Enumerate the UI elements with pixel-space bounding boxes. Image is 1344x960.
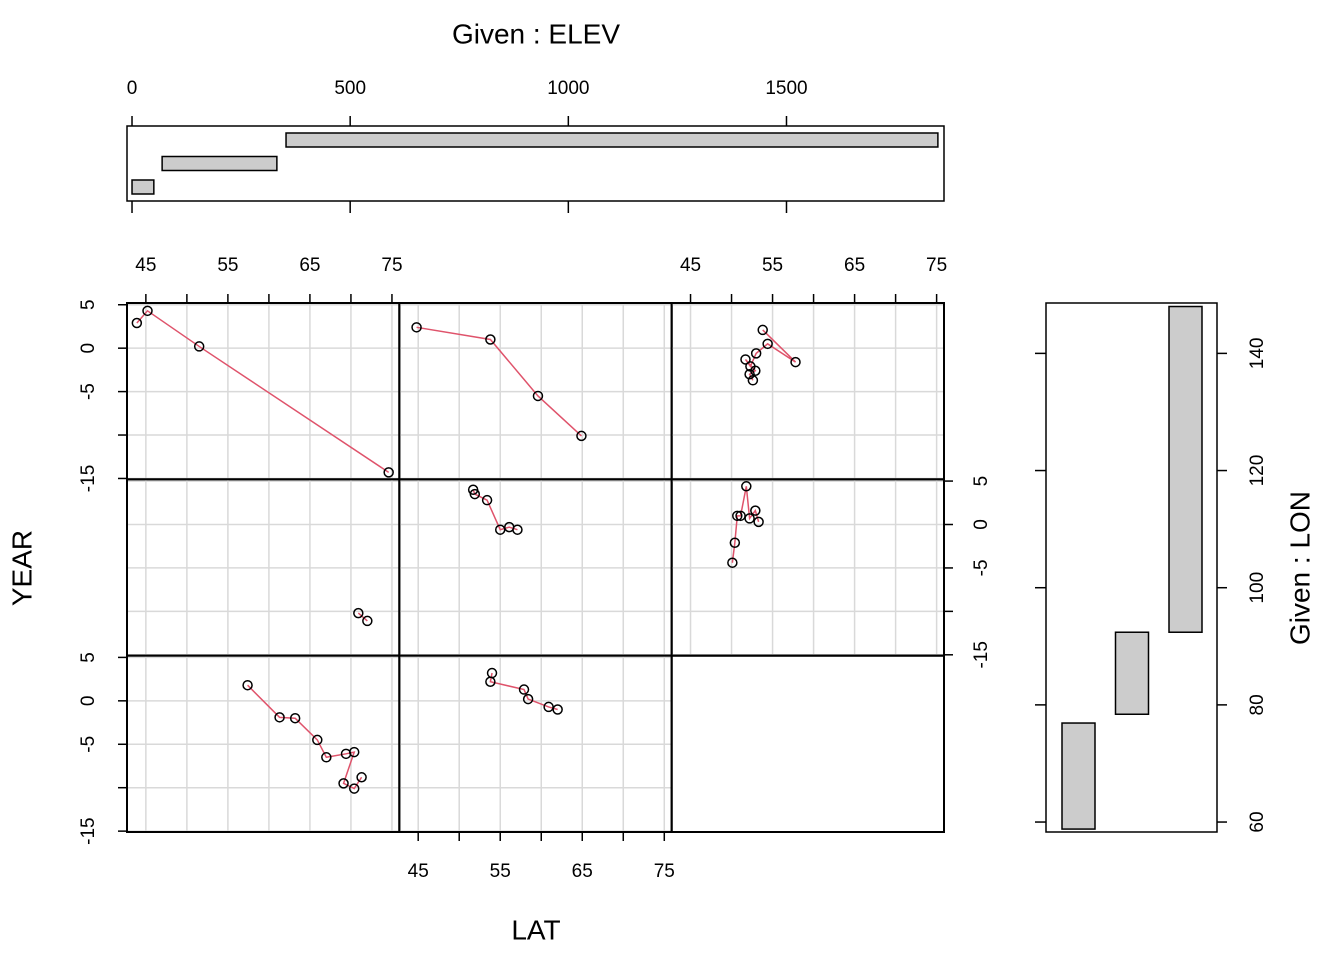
point: [356, 772, 367, 783]
line: [136, 309, 390, 474]
y-tick-label: 5: [78, 652, 99, 663]
point: [142, 305, 153, 317]
y-tick-label: -15: [78, 817, 99, 844]
given-panel-border: [1045, 302, 1218, 833]
y-tick-label: 60: [1247, 811, 1268, 832]
point: [762, 338, 773, 350]
point: [512, 524, 523, 535]
point: [485, 676, 496, 687]
point: [740, 354, 751, 365]
y-tick-label: -15: [971, 641, 992, 668]
y-tick-label: 5: [971, 476, 992, 487]
y-tick-label: -5: [78, 736, 99, 753]
point: [289, 712, 301, 724]
y-tick-label: 140: [1247, 338, 1268, 370]
line: [357, 612, 368, 622]
point: [362, 615, 373, 627]
line: [744, 329, 797, 381]
point: [383, 467, 394, 478]
given-x-label: Given : ELEV: [452, 18, 620, 49]
point: [750, 505, 761, 516]
point: [729, 537, 741, 548]
point: [242, 679, 253, 691]
point: [552, 704, 563, 715]
point: [741, 481, 752, 492]
x-tick-label: 1500: [765, 78, 807, 99]
y-tick-label: 120: [1247, 455, 1268, 487]
point: [485, 334, 496, 345]
point: [790, 356, 801, 368]
x-tick-label: 65: [572, 861, 593, 882]
y-tick-label: -5: [971, 559, 992, 576]
point: [747, 375, 759, 386]
point: [131, 317, 143, 329]
x-tick-label: 45: [408, 861, 429, 882]
point: [348, 746, 360, 758]
given-bar: [1061, 722, 1096, 830]
panel-border: [670, 654, 946, 834]
given-bar: [131, 179, 155, 195]
point: [321, 752, 332, 763]
x-tick-label: 75: [926, 255, 947, 276]
x-tick-label: 1000: [547, 78, 589, 99]
point: [732, 510, 743, 522]
x-tick-label: 75: [654, 861, 675, 882]
point: [481, 494, 493, 506]
point: [353, 607, 364, 619]
y-tick-label: 0: [971, 519, 992, 530]
point: [750, 348, 762, 359]
point: [744, 368, 755, 380]
line: [416, 326, 582, 437]
x-label: LAT: [511, 914, 560, 945]
given-bar: [1168, 305, 1203, 633]
y-tick-label: 80: [1247, 694, 1268, 715]
point: [744, 513, 755, 524]
x-tick-label: 55: [490, 861, 511, 882]
given-bar: [161, 155, 278, 172]
point: [757, 324, 768, 336]
y-tick-label: 0: [78, 343, 99, 354]
point: [193, 341, 205, 352]
point: [753, 516, 764, 528]
line: [472, 489, 518, 531]
given-bar: [1114, 631, 1150, 715]
x-tick-label: 65: [844, 255, 865, 276]
x-tick-label: 75: [381, 255, 402, 276]
y-tick-label: 5: [78, 299, 99, 310]
point: [411, 322, 422, 333]
given-y-label: Given : LON: [1284, 491, 1315, 645]
given-panel-border: [126, 125, 945, 202]
x-tick-label: 45: [680, 255, 701, 276]
point: [727, 557, 738, 568]
y-label: YEAR: [6, 530, 37, 606]
point: [576, 430, 587, 442]
point: [312, 734, 323, 746]
line: [247, 684, 363, 790]
x-tick-label: 55: [762, 255, 783, 276]
x-tick-label: 45: [135, 255, 156, 276]
point: [750, 365, 761, 377]
point: [469, 488, 481, 500]
x-tick-label: 55: [217, 255, 238, 276]
x-tick-label: 500: [334, 78, 366, 99]
point: [348, 783, 360, 794]
x-tick-label: 0: [127, 78, 138, 99]
y-tick-label: -5: [78, 383, 99, 400]
point: [274, 712, 285, 723]
y-tick-label: 100: [1247, 572, 1268, 604]
point: [532, 390, 544, 402]
y-tick-label: -15: [78, 465, 99, 492]
y-tick-label: 0: [78, 696, 99, 707]
given-bar: [285, 132, 939, 148]
point: [338, 778, 349, 789]
point: [522, 693, 534, 705]
point: [518, 684, 530, 695]
x-tick-label: 65: [299, 255, 320, 276]
